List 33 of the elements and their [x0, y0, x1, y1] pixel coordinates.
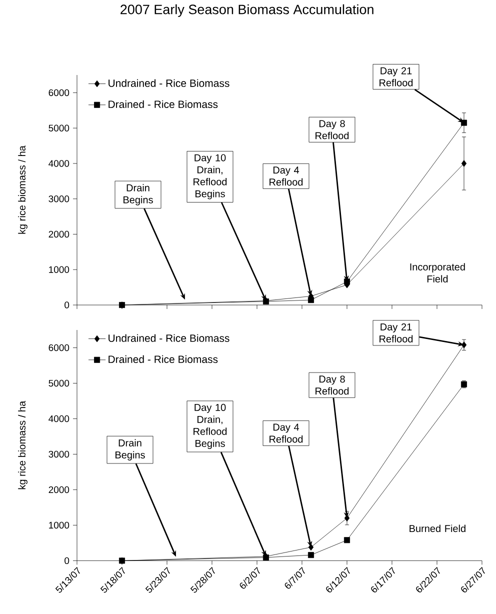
y-tick-label: 3000 [48, 195, 70, 202]
legend-label: Undrained - Rice Biomass [108, 79, 230, 87]
annotation: Day 4 Reflood [270, 166, 303, 186]
y-tick-label: 5000 [48, 124, 70, 132]
annotation: Day 21 Reflood [380, 67, 413, 86]
y-tick-label: 6000 [48, 344, 70, 352]
legend-label: Undrained - Rice Biomass [108, 334, 230, 342]
y-tick-label: 2000 [48, 230, 70, 238]
annotation: Burned Field [410, 524, 466, 532]
y-tick-label: 0 [64, 557, 70, 564]
y-tick-label: 1000 [49, 522, 70, 529]
legend-label: Drained - Rice Biomass [108, 355, 218, 364]
annotation: Drain Begins [124, 184, 153, 206]
y-axis-title: kg rice biomass / ha [18, 146, 28, 234]
y-tick-label: 4000 [48, 160, 70, 167]
y-tick-label: 1000 [49, 266, 70, 273]
y-tick-label: 0 [64, 302, 70, 308]
chart-title: 2007 Early Season Biomass Accumulation [120, 4, 374, 17]
y-tick-label: 6000 [48, 89, 70, 96]
legend-label: Drained - Rice Biomass [108, 100, 218, 108]
annotation: Day 8 Reflood [316, 120, 349, 140]
annotation: Day 4 Reflood [270, 424, 303, 443]
annotation: Day 21 Reflood [380, 323, 413, 342]
y-tick-label: 2000 [48, 486, 70, 494]
y-axis-title: kg rice biomass / ha [18, 400, 28, 490]
y-tick-label: 4000 [48, 415, 70, 422]
y-tick-label: 5000 [48, 380, 70, 387]
annotation: Drain Begins [116, 439, 145, 460]
y-tick-label: 3000 [48, 450, 70, 458]
annotation: Day 10 Drain, Reflood Begins [194, 404, 227, 449]
annotation: Day 8 Reflood [316, 376, 349, 395]
annotation: Day 10 Drain, Reflood Begins [194, 154, 227, 200]
annotation: Incorporated Field [410, 263, 465, 282]
